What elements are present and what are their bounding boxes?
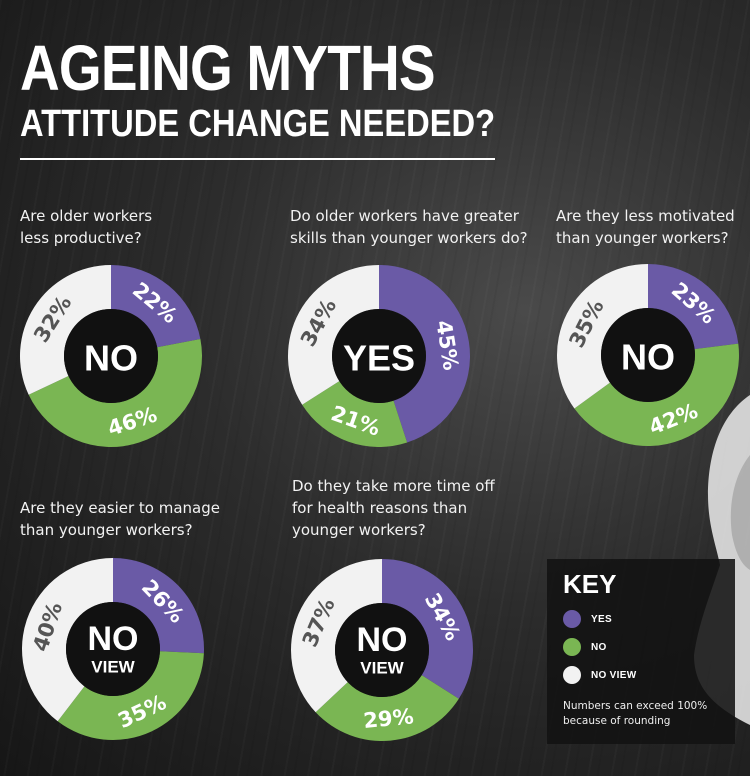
slice-yes [111,265,201,348]
slice-yes [382,559,473,699]
key-label-yes: YES [591,613,612,625]
donut-hole [335,603,429,697]
key-title: KEY [563,569,617,599]
slice-no [57,651,204,740]
key-label-no-view: NO VIEW [591,669,637,681]
slice-no-view [20,265,112,395]
key-label-no: NO [591,641,607,653]
question-line: Are older workers [20,207,153,225]
donut-answer-sub: VIEW [360,659,404,678]
donut-chart-1: 22%46%32%NO [20,265,203,447]
question-line: Do they take more time off [292,477,495,495]
key-item-yes: YES [563,609,612,629]
donut-answer: NO [621,337,675,378]
slice-no [302,381,408,447]
slice-yes [379,265,471,443]
page-subtitle: ATTITUDE CHANGE NEEDED? [20,103,496,145]
key-note: Numbers can exceed 100% because of round… [563,700,708,727]
question-1: Are older workers less productive? [20,205,152,249]
question-line: for health reasons than [292,499,468,517]
slice-no [28,338,203,447]
question-5: Do they take more time off for health rea… [292,475,495,541]
donut-answer: NO [88,620,139,658]
question-line: than younger workers? [556,229,729,247]
question-line: than younger workers? [20,521,193,539]
question-line: skills than younger workers do? [290,229,528,247]
slice-no [574,343,739,446]
donut-answer: NO [357,621,408,659]
donut-hole [66,602,160,696]
key-swatch-no [563,638,581,656]
donut-chart-3: 23%42%35%NO [557,264,739,446]
slice-no [315,675,459,741]
key-item-no: NO [563,637,607,657]
donut-hole [64,309,158,403]
donut-hole [332,309,426,403]
question-3: Are they less motivated than younger work… [556,205,735,249]
donut-hole [601,308,695,402]
question-4: Are they easier to manage than younger wo… [20,497,220,541]
donut-answer-sub: VIEW [91,658,135,677]
key-swatch-yes [563,610,581,628]
slice-yes [648,264,739,350]
question-line: Are they less motivated [556,207,735,225]
slice-label: 29% [362,704,414,733]
slice-no-view [288,265,379,405]
question-line: Do older workers have greater [290,207,519,225]
question-2: Do older workers have greater skills than… [290,205,528,249]
slice-yes [113,558,205,654]
title-divider [20,158,495,160]
question-line: younger workers? [292,521,426,539]
slice-no-view [557,264,648,409]
question-line: Are they easier to manage [20,499,221,517]
question-line: less productive? [20,229,142,247]
title-block: AGEING MYTHS ATTITUDE CHANGE NEEDED? [20,32,496,160]
slice-no-view [21,558,113,722]
page-title: AGEING MYTHS [20,32,436,104]
legend-key: KEY YES NO NO VIEW Numbers can exceed 10… [547,559,735,744]
slice-no-view [291,559,382,713]
donut-answer: NO [84,338,138,379]
key-item-no-view: NO VIEW [563,665,636,685]
key-swatch-no-view [563,666,581,684]
donut-chart-2: 45%21%34%YES [288,265,471,447]
donut-answer: YES [343,338,415,379]
